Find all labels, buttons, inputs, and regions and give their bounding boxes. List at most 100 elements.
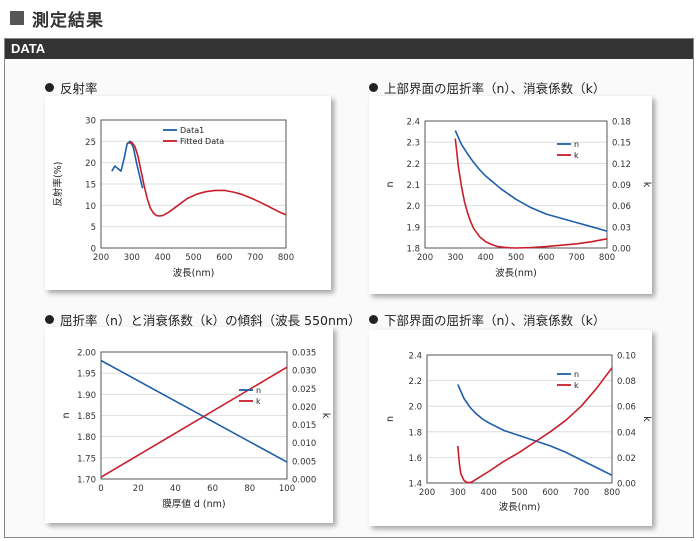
y2-tick-label: 0.10 [617, 352, 636, 362]
series-line-fitted-data [128, 141, 287, 217]
y2-tick-label: 0.18 [612, 118, 631, 128]
y-tick-label: 1.90 [77, 391, 96, 401]
y2-tick-label: 0.12 [612, 160, 631, 170]
chart-heading-text: 屈折率（n）と消衰係数（k）の傾斜（波長 550nm） [60, 313, 361, 328]
chart-card-upper-interface: 1.8 1.9 2.0 2.1 2.2 2.3 2.4 200 300 400 500 600 700 8… [369, 96, 652, 294]
plot-frame [100, 351, 288, 480]
y-tick-label: 10 [85, 202, 96, 212]
chart-heading-text: 反射率 [60, 81, 98, 96]
chart-card-lower-interface: 1.4 1.6 1.8 2.0 2.2 2.4 200 300 400 500 600 700 800 0… [369, 330, 652, 526]
gradient-chart: 1.70 1.75 1.80 1.85 1.90 1.95 2.00 0 20 40 60 80 100… [61, 349, 331, 511]
y2-tick-label: 0.015 [292, 421, 316, 431]
series-line-k [454, 138, 608, 249]
x-tick-label: 200 [93, 253, 109, 263]
y2-axis-label: k [320, 413, 331, 419]
y-tick-label: 30 [85, 117, 96, 127]
y2-tick-label: 0.06 [612, 202, 631, 212]
y-tick-label: 1.70 [77, 476, 96, 486]
chart-heading-text: 上部界面の屈折率（n）、消衰係数（k） [384, 81, 606, 96]
series-line-n [100, 359, 288, 463]
y-tick-label: 1.80 [77, 433, 96, 443]
y-tick-label: 5 [91, 223, 96, 233]
y-tick-label: 2.2 [408, 377, 422, 387]
x-tick-label: 500 [511, 488, 527, 498]
chart-heading-upper-interface: 上部界面の屈折率（n）、消衰係数（k） [369, 78, 605, 97]
y-tick-label: 1.8 [406, 245, 420, 255]
x-tick-label: 500 [508, 253, 524, 263]
y-tick-label: 1.9 [406, 223, 420, 233]
x-tick-label: 300 [450, 488, 466, 498]
x-tick-label: 400 [155, 253, 171, 263]
x-tick-label: 60 [207, 484, 218, 494]
legend-label: n [256, 386, 261, 395]
legend-label: n [574, 140, 579, 149]
plot-frame [100, 119, 287, 249]
series-line-data1 [111, 140, 144, 189]
x-tick-label: 600 [542, 488, 558, 498]
x-tick-label: 400 [478, 253, 494, 263]
legend-label: Fitted Data [180, 137, 224, 146]
x-tick-label: 300 [447, 253, 463, 263]
y2-tick-label: 0.06 [617, 403, 636, 413]
x-tick-label: 0 [98, 484, 103, 494]
y2-tick-label: 0.08 [617, 377, 636, 387]
bullet-icon [369, 83, 378, 92]
x-tick-label: 400 [481, 488, 497, 498]
y2-tick-label: 0.000 [292, 476, 316, 486]
y2-tick-label: 0.00 [612, 245, 631, 255]
x-tick-label: 200 [417, 253, 433, 263]
y2-tick-label: 0.025 [292, 385, 316, 395]
x-tick-label: 600 [216, 253, 232, 263]
y-tick-label: 2.1 [406, 181, 420, 191]
x-axis-label: 波長(nm) [495, 267, 537, 279]
x-tick-label: 200 [419, 488, 435, 498]
legend-label: Data1 [180, 126, 204, 135]
x-tick-label: 100 [279, 484, 295, 494]
y2-tick-label: 0.09 [612, 181, 631, 191]
chart-heading-text: 下部界面の屈折率（n）、消衰係数（k） [384, 313, 606, 328]
y2-tick-label: 0.03 [612, 223, 631, 233]
y2-tick-label: 0.15 [612, 139, 631, 149]
series-line-k [457, 367, 613, 484]
x-tick-label: 800 [278, 253, 294, 263]
chart-card-reflectance: 0 5 10 15 20 25 30 200 300 400 500 600 700 800 波長(nm) 反… [45, 96, 331, 290]
y2-tick-label: 0.020 [292, 403, 316, 413]
y-tick-label: 2.0 [408, 403, 422, 413]
y-tick-label: 1.4 [408, 480, 422, 490]
x-tick-label: 20 [133, 484, 144, 494]
bullet-icon [45, 83, 54, 92]
reflectance-chart: 0 5 10 15 20 25 30 200 300 400 500 600 700 800 波長(nm) 反… [52, 117, 294, 280]
y-tick-label: 1.85 [77, 412, 96, 422]
y-tick-label: 25 [85, 138, 96, 148]
series-line-k [100, 366, 288, 478]
page-title: 測定結果 [10, 6, 104, 31]
y-axis-label: 反射率(%) [52, 162, 64, 207]
x-tick-label: 700 [247, 253, 263, 263]
bullet-icon [45, 315, 54, 324]
y-tick-label: 2.00 [77, 349, 96, 359]
y-tick-label: 1.75 [77, 454, 96, 464]
y-tick-label: 2.4 [408, 352, 422, 362]
chart-card-gradient: 1.70 1.75 1.80 1.85 1.90 1.95 2.00 0 20 40 60 80 100… [45, 327, 333, 523]
y-tick-label: 2.4 [406, 118, 420, 128]
y-axis-label: n [385, 416, 396, 422]
x-tick-label: 500 [185, 253, 201, 263]
y2-tick-label: 0.04 [617, 428, 636, 438]
legend-label: n [574, 370, 579, 379]
bullet-icon [369, 315, 378, 324]
y-tick-label: 1.8 [408, 428, 422, 438]
series-line-n [457, 384, 613, 477]
y-tick-label: 2.3 [406, 139, 420, 149]
x-axis-label: 膜厚値 d (nm) [162, 498, 225, 510]
y2-tick-label: 0.02 [617, 454, 636, 464]
x-axis-label: 波長(nm) [499, 501, 541, 513]
x-axis-label: 波長(nm) [173, 267, 215, 279]
x-tick-label: 700 [573, 488, 589, 498]
legend-label: k [256, 397, 261, 406]
y2-tick-label: 0.010 [292, 439, 316, 449]
x-tick-label: 80 [244, 484, 255, 494]
x-tick-label: 600 [538, 253, 554, 263]
y2-tick-label: 0.00 [617, 480, 636, 490]
y-axis-label: n [61, 412, 72, 418]
